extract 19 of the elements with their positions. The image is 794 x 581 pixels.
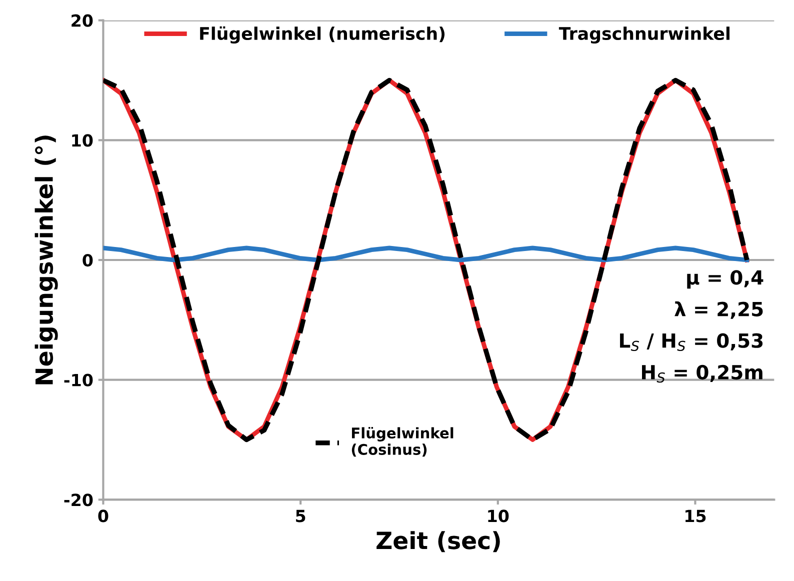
legend-label: Flügelwinkel (numerisch) xyxy=(200,26,445,44)
y-tick-label: 10 xyxy=(72,134,93,147)
y-tick-label: 20 xyxy=(72,14,93,27)
annotation: μ = 0,4 xyxy=(687,270,764,289)
x-tick-label: 5 xyxy=(296,510,306,522)
y-tick-label: -20 xyxy=(64,494,93,506)
legend-label: Flügelwinkel (Cosinus) xyxy=(352,427,454,457)
x-tick-label: 15 xyxy=(686,510,706,522)
annotation: λ = 2,25 xyxy=(674,301,763,319)
y-axis-title: Neigungswinkel (°) xyxy=(34,136,58,384)
x-axis-title: Zeit (sec) xyxy=(376,531,500,552)
y-tick-label: 0 xyxy=(82,254,93,267)
annotation: L$_{S}$ / H$_{S}$ = 0,53 xyxy=(620,333,763,352)
legend-label: Tragschnurwinkel xyxy=(558,26,730,44)
y-tick-label: -10 xyxy=(64,374,93,386)
line-series xyxy=(103,246,750,262)
annotation: H$_{S}$ = 0,25m xyxy=(642,364,762,383)
x-tick-label: 10 xyxy=(488,510,509,522)
x-tick-label: 0 xyxy=(98,510,108,522)
